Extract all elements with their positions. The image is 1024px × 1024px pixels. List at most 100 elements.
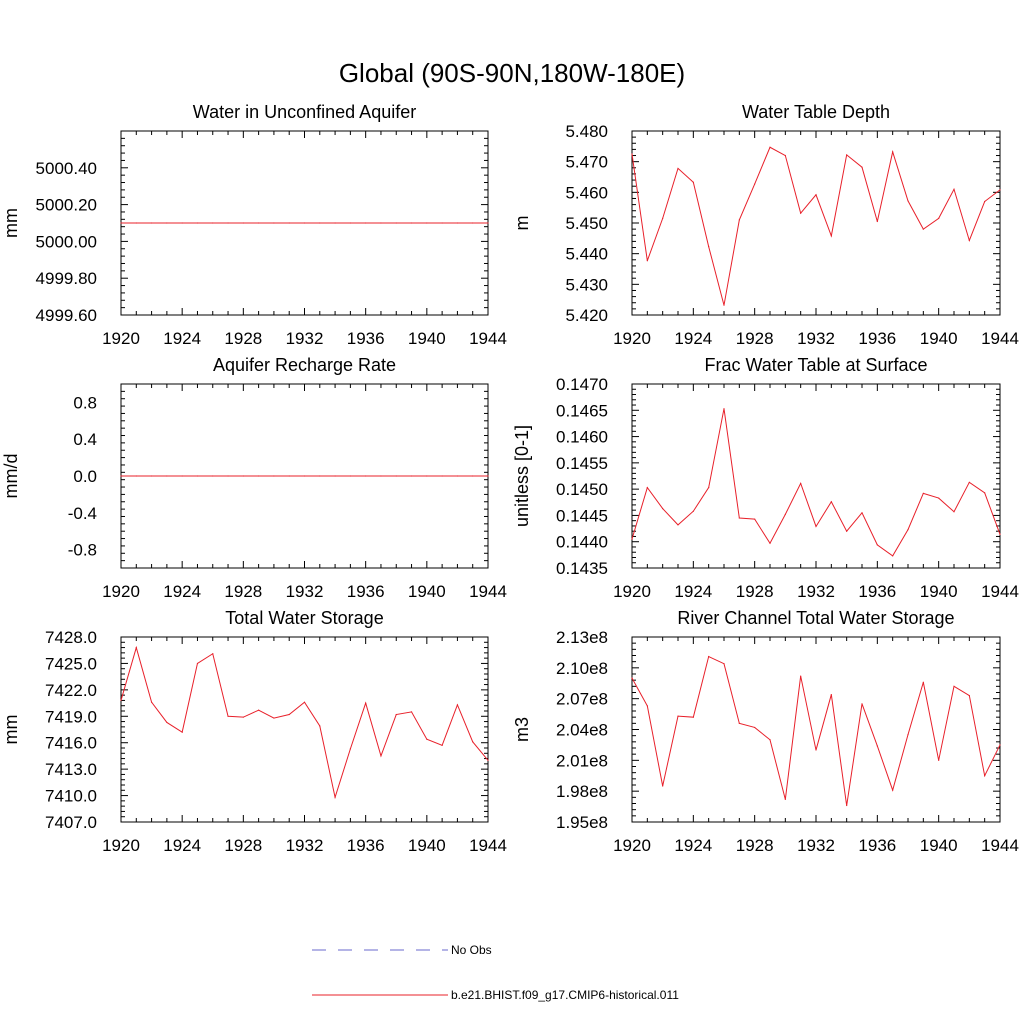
- data-point: [815, 194, 817, 196]
- data-point: [677, 715, 679, 717]
- data-point: [227, 222, 229, 224]
- panel-total-water-storage: Total Water Storage 1920 1924 1928 1932 1936 1…: [1, 608, 507, 855]
- data-point: [472, 475, 474, 477]
- data-point: [426, 738, 428, 740]
- y-tick-label: 5.450: [565, 214, 608, 233]
- data-point: [410, 475, 413, 477]
- y-tick-label: 0.8: [73, 393, 97, 412]
- data-point: [631, 677, 633, 679]
- x-tick-label: 1940: [920, 329, 958, 348]
- x-tick-label: 1932: [797, 582, 835, 601]
- y-tick-label: 0.4: [73, 430, 97, 449]
- x-tick-label: 1932: [286, 836, 324, 855]
- data-point: [380, 222, 382, 224]
- data-point: [800, 212, 802, 214]
- x-tick-label: 1920: [613, 329, 651, 348]
- x-tick-label: 1944: [469, 836, 507, 855]
- y-tick-label: 0.0: [73, 467, 97, 486]
- y-tick-label: 2.01e8: [556, 751, 608, 770]
- plot-frame: [631, 130, 1001, 316]
- series-line: [631, 146, 1001, 306]
- data-point: [242, 475, 244, 477]
- x-tick-label: 1936: [858, 582, 896, 601]
- data-point: [472, 222, 474, 224]
- data-point: [953, 188, 955, 190]
- x-tick-label: 1936: [347, 836, 385, 855]
- y-tick-label: 1.95e8: [556, 813, 608, 832]
- data-point: [769, 739, 771, 741]
- y-axis-label: m3: [512, 717, 532, 742]
- data-point: [258, 222, 260, 224]
- figure-title: Global (90S-90N,180W-180E): [339, 58, 685, 88]
- y-tick-label: 2.04e8: [556, 721, 608, 740]
- data-point: [196, 475, 199, 477]
- data-point: [120, 222, 122, 224]
- panel-title: Water Table Depth: [742, 102, 890, 122]
- data-point: [365, 222, 367, 224]
- data-point: [395, 222, 397, 224]
- data-point: [815, 525, 817, 528]
- x-tick-label: 1932: [286, 582, 324, 601]
- data-point: [800, 675, 802, 677]
- data-point: [953, 685, 955, 687]
- data-point: [334, 475, 336, 477]
- data-point: [938, 217, 940, 219]
- data-point: [968, 481, 970, 483]
- data-point: [922, 228, 924, 230]
- data-point: [815, 749, 817, 751]
- data-point: [334, 222, 336, 224]
- data-point: [738, 722, 740, 724]
- panel-title: Total Water Storage: [225, 608, 383, 628]
- data-point: [708, 486, 710, 489]
- y-tick-label: 7422.0: [45, 681, 97, 700]
- data-point: [441, 222, 443, 224]
- data-point: [984, 492, 986, 494]
- data-point: [646, 260, 648, 262]
- panel-title: River Channel Total Water Storage: [677, 608, 954, 628]
- data-point: [426, 475, 428, 477]
- y-axis-label: mm: [1, 715, 21, 745]
- data-point: [212, 222, 214, 224]
- y-tick-label: 5.460: [565, 183, 608, 202]
- x-tick-label: 1940: [920, 836, 958, 855]
- data-point: [938, 497, 940, 499]
- data-point: [631, 153, 633, 155]
- y-tick-label: 5000.00: [36, 232, 97, 251]
- data-point: [334, 796, 336, 798]
- data-point: [456, 704, 459, 706]
- y-tick-label: 7425.0: [45, 654, 97, 673]
- x-tick-label: 1924: [674, 836, 712, 855]
- data-point: [662, 785, 664, 787]
- y-tick-label: 0.1460: [556, 428, 608, 447]
- panel-river-channel-total-water-storage: River Channel Total Water Storage 1920 192…: [512, 608, 1019, 855]
- data-point: [754, 726, 756, 729]
- x-tick-label: 1928: [736, 582, 774, 601]
- data-point: [181, 731, 183, 733]
- data-point: [922, 492, 924, 494]
- y-tick-label: 5000.40: [36, 159, 97, 178]
- data-point: [181, 222, 183, 224]
- x-tick-label: 1920: [102, 582, 140, 601]
- x-tick-label: 1924: [674, 582, 712, 601]
- panel-water-in-unconfined-aquifer: Water in Unconfined Aquifer 1920 1924 1928 1…: [1, 102, 507, 348]
- data-point: [273, 222, 275, 224]
- data-point: [692, 181, 694, 183]
- data-point: [907, 734, 909, 736]
- data-point: [303, 701, 306, 703]
- x-tick-label: 1924: [163, 836, 201, 855]
- y-tick-label: 0.1455: [556, 454, 608, 473]
- data-point: [892, 555, 894, 557]
- data-point: [769, 542, 771, 544]
- x-tick-label: 1928: [224, 329, 262, 348]
- data-point: [120, 699, 122, 702]
- data-point: [441, 744, 443, 746]
- data-point: [631, 538, 633, 540]
- data-point: [646, 705, 648, 707]
- data-point: [273, 475, 275, 477]
- data-point: [861, 166, 863, 168]
- data-point: [120, 475, 122, 477]
- x-tick-label: 1924: [163, 582, 201, 601]
- y-tick-label: 2.13e8: [556, 628, 608, 647]
- x-tick-label: 1936: [347, 582, 385, 601]
